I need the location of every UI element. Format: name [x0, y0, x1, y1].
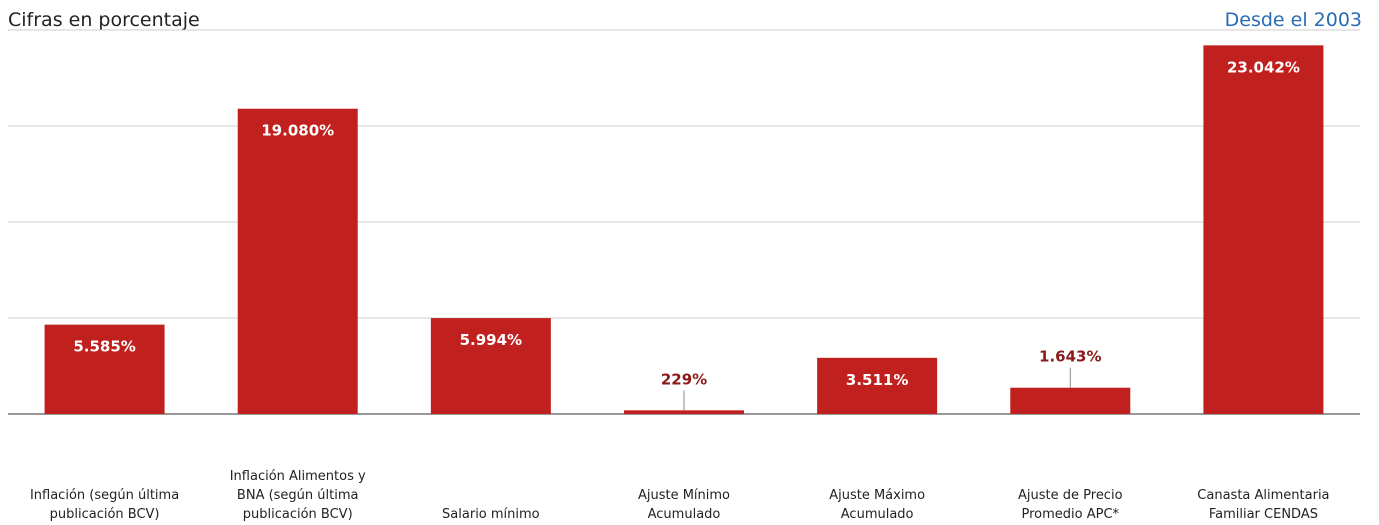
- bar: [44, 324, 165, 414]
- bar: [430, 318, 551, 414]
- x-tick-label: Inflación Alimentos y BNA (según última pu…: [230, 469, 366, 522]
- data-label: 1.643%: [1039, 348, 1101, 366]
- bar: [237, 108, 358, 414]
- bar: [1203, 45, 1324, 414]
- x-tick-label: Salario mínimo: [442, 507, 540, 522]
- data-label: 19.080%: [261, 122, 334, 140]
- x-tick-label: Canasta Alimentaria Familiar CENDAS: [1197, 488, 1329, 522]
- x-tick-label: Inflación (según última publicación BCV): [30, 488, 179, 522]
- bar: [624, 410, 744, 414]
- x-tick-label: Ajuste Mínimo Acumulado: [638, 488, 730, 522]
- chart-subtitle: Desde el 2003: [1225, 9, 1362, 31]
- chart-title: Cifras en porcentaje: [8, 9, 200, 31]
- bar: [1010, 387, 1131, 414]
- data-label: 3.511%: [846, 371, 908, 389]
- data-label: 5.585%: [73, 338, 135, 356]
- data-label: 23.042%: [1227, 58, 1300, 76]
- data-label: 229%: [661, 370, 707, 388]
- x-tick-label: Ajuste Máximo Acumulado: [829, 488, 925, 522]
- x-tick-label: Ajuste de Precio Promedio APC*: [1018, 488, 1123, 522]
- data-label: 5.994%: [460, 331, 522, 349]
- bar: [817, 357, 938, 414]
